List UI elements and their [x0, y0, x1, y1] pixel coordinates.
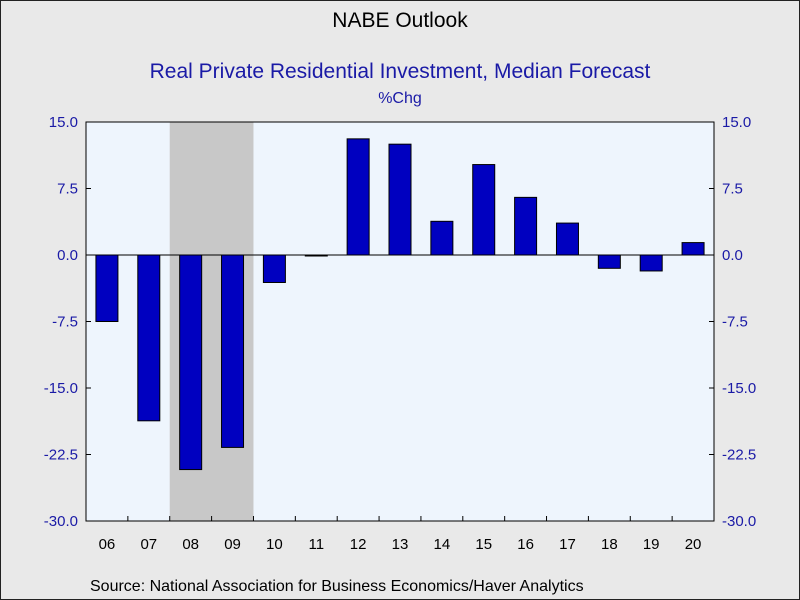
bar-09 — [221, 254, 245, 448]
y-tick-label-left: 0.0 — [57, 247, 78, 264]
x-tick-label: 15 — [475, 536, 492, 553]
x-tick-label: 18 — [601, 536, 618, 553]
y-tick-label-right: -30.0 — [722, 513, 756, 530]
bar-19 — [639, 254, 663, 272]
x-tick-label: 08 — [182, 536, 199, 553]
x-tick-label: 16 — [517, 536, 534, 553]
chart-unit-label: %Chg — [378, 90, 422, 107]
bar-18 — [597, 254, 621, 269]
bar-16 — [514, 196, 538, 256]
y-tick-label-right: -22.5 — [722, 447, 756, 464]
bar-10 — [262, 254, 286, 283]
y-tick-label-left: -22.5 — [44, 447, 78, 464]
bar-11 — [304, 254, 328, 257]
bar-17 — [555, 222, 579, 256]
bar-12 — [346, 138, 370, 256]
x-tick-label: 07 — [140, 536, 157, 553]
y-tick-label-left: 15.0 — [49, 114, 78, 131]
chart-subtitle: Real Private Residential Investment, Med… — [149, 60, 651, 83]
x-tick-label: 10 — [266, 536, 283, 553]
y-tick-label-left: -15.0 — [44, 380, 78, 397]
source-note: Source: National Association for Busines… — [90, 578, 584, 595]
x-tick-label: 06 — [99, 536, 116, 553]
bar-15 — [472, 164, 496, 256]
bar-14 — [430, 220, 454, 256]
bar-06 — [95, 254, 119, 322]
bar-20 — [681, 242, 705, 256]
bar-13 — [388, 143, 412, 256]
x-tick-label: 17 — [559, 536, 576, 553]
y-tick-label-left: -7.5 — [52, 314, 78, 331]
y-tick-label-right: 7.5 — [722, 181, 743, 198]
y-tick-label-right: -15.0 — [722, 380, 756, 397]
y-tick-label-right: 0.0 — [722, 247, 743, 264]
bar-08 — [179, 254, 203, 471]
bar-07 — [137, 254, 161, 422]
y-tick-label-right: 15.0 — [722, 114, 751, 131]
x-tick-label: 11 — [308, 536, 324, 553]
x-tick-label: 12 — [350, 536, 367, 553]
chart-title: NABE Outlook — [332, 9, 468, 32]
y-tick-label-left: 7.5 — [57, 181, 78, 198]
y-tick-label-left: -30.0 — [44, 513, 78, 530]
x-tick-label: 14 — [434, 536, 451, 553]
x-tick-label: 09 — [224, 536, 241, 553]
x-tick-label: 20 — [685, 536, 702, 553]
x-tick-label: 13 — [392, 536, 409, 553]
y-tick-label-right: -7.5 — [722, 314, 748, 331]
x-tick-label: 19 — [643, 536, 660, 553]
